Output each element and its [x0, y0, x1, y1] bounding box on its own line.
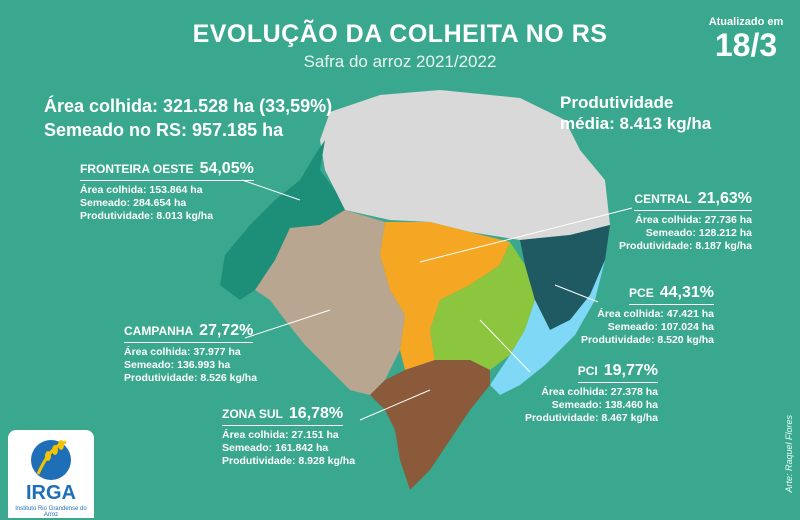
region-zona-sul: ZONA SUL 16,78% Área colhida: 27.151 ha S…: [222, 405, 355, 468]
leader-fronteira: [241, 179, 301, 201]
region-semeado: Semeado: 136.993 ha: [124, 359, 231, 371]
total-area: Área colhida: 321.528 ha (33,59%): [44, 96, 333, 116]
region-name: ZONA SUL: [222, 407, 283, 421]
map-region-central: [380, 222, 510, 370]
region-area: Área colhida: 27.736 ha: [635, 214, 752, 226]
region-semeado: Semeado: 138.460 ha: [551, 399, 658, 411]
total-semeado: Semeado no RS: 957.185 ha: [44, 120, 284, 140]
region-name: CENTRAL: [634, 192, 692, 206]
region-prod: Produtividade: 8.187 kg/ha: [618, 240, 752, 252]
region-pct: 19,77%: [603, 362, 658, 379]
rice-icon: [31, 440, 71, 480]
region-semeado: Semeado: 128.212 ha: [645, 227, 752, 239]
region-area: Área colhida: 27.151 ha: [222, 429, 339, 441]
page-subtitle: Safra do arroz 2021/2022: [303, 52, 497, 71]
map-lagoon: [490, 260, 605, 395]
region-pci: PCI 19,77% Área colhida: 27.378 ha Semead…: [525, 362, 658, 425]
map-region-campanha: [255, 210, 405, 395]
region-central: CENTRAL 21,63% Área colhida: 27.736 ha Se…: [619, 190, 752, 253]
region-name: FRONTEIRA OESTE: [80, 162, 194, 176]
region-pct: 54,05%: [199, 160, 254, 177]
region-area: Área colhida: 37.977 ha: [124, 346, 241, 358]
map-region-pce: [520, 225, 610, 330]
region-area: Área colhida: 153.864 ha: [80, 184, 203, 196]
totals: Área colhida: 321.528 ha (33,59%) Semead…: [44, 94, 332, 142]
map-region-fronteira-oeste: [220, 140, 345, 300]
region-area: Área colhida: 47.421 ha: [597, 308, 714, 320]
region-pct: 44,31%: [659, 284, 714, 301]
region-prod: Produtividade: 8.928 kg/ha: [222, 455, 356, 467]
leader-campanha: [244, 309, 331, 339]
region-semeado: Semeado: 284.654 ha: [80, 197, 187, 209]
art-credit: Arte: Raquel Flores: [784, 415, 794, 493]
logo-word: IRGA: [26, 482, 76, 504]
region-prod: Produtividade: 8.526 kg/ha: [124, 372, 258, 384]
updated-label: Atualizado em: [708, 16, 784, 28]
leader-pci: [479, 319, 531, 373]
region-pct: 16,78%: [288, 405, 344, 422]
page-title: EVOLUÇÃO DA COLHEITA NO RS: [192, 20, 608, 48]
region-name: PCE: [629, 286, 654, 300]
map-region-other: [320, 90, 610, 240]
map-region-zona-sul: [370, 360, 490, 490]
leader-zonasul: [359, 389, 431, 421]
leader-pce: [554, 284, 599, 303]
irga-logo: IRGA Instituto Rio Grandense do Arroz: [8, 430, 94, 518]
update-box: Atualizado em 18/3: [706, 16, 786, 62]
map-region-pci: [430, 242, 535, 370]
region-prod: Produtividade: 8.467 kg/ha: [524, 412, 658, 424]
productivity-label: Produtividade: [560, 93, 674, 112]
region-semeado: Semeado: 107.024 ha: [607, 321, 714, 333]
region-pct: 27,72%: [199, 322, 254, 339]
updated-date: 18/3: [714, 27, 778, 63]
region-pct: 21,63%: [697, 190, 752, 207]
region-area: Área colhida: 27.378 ha: [541, 386, 658, 398]
logo-subtitle: Instituto Rio Grandense do Arroz: [15, 506, 87, 518]
region-fronteira-oeste: FRONTEIRA OESTE 54,05% Área colhida: 153.…: [80, 160, 254, 223]
region-campanha: CAMPANHA 27,72% Área colhida: 37.977 ha S…: [124, 322, 257, 385]
region-name: CAMPANHA: [124, 324, 194, 338]
region-pce: PCE 44,31% Área colhida: 47.421 ha Semead…: [581, 284, 714, 347]
region-prod: Produtividade: 8.013 kg/ha: [80, 210, 214, 222]
avg-productivity: Produtividade média: 8.413 kg/ha: [560, 92, 711, 134]
region-semeado: Semeado: 161.842 ha: [222, 442, 329, 454]
region-prod: Produtividade: 8.520 kg/ha: [580, 334, 714, 346]
leader-central: [419, 207, 633, 263]
region-name: PCI: [577, 364, 598, 378]
productivity-value: média: 8.413 kg/ha: [560, 114, 712, 133]
